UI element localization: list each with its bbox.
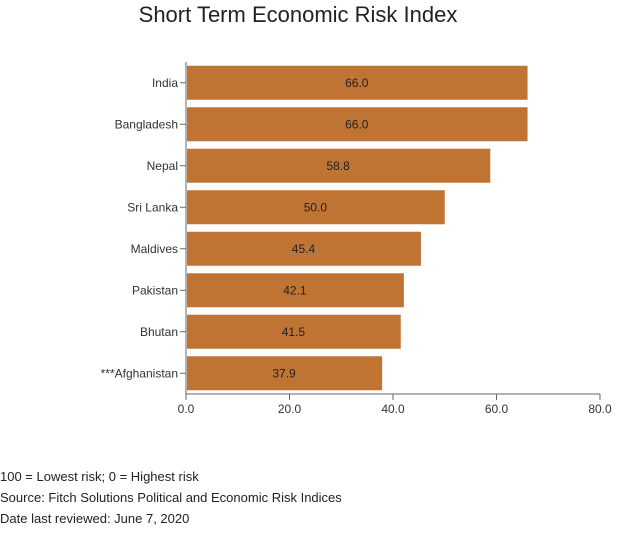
bar xyxy=(187,314,401,349)
value-label: 66.0 xyxy=(345,117,369,131)
x-tick-label: 0.0 xyxy=(178,402,195,416)
chart-title: Short Term Economic Risk Index xyxy=(138,2,458,27)
x-tick-label: 20.0 xyxy=(278,402,302,416)
x-tick-label: 60.0 xyxy=(485,402,509,416)
bar xyxy=(187,356,383,391)
category-label: ***Afghanistan xyxy=(101,366,178,380)
bar xyxy=(187,148,491,183)
bar xyxy=(187,65,528,100)
category-label: Pakistan xyxy=(132,283,178,297)
category-label: Nepal xyxy=(147,159,178,173)
value-label: 66.0 xyxy=(345,76,369,90)
category-label: Bhutan xyxy=(140,325,178,339)
bar xyxy=(187,231,421,266)
value-label: 50.0 xyxy=(304,200,328,214)
source-text: Fitch Solutions Political and Economic R… xyxy=(48,490,342,505)
category-label: Maldives xyxy=(131,242,178,256)
source-note: Source: Fitch Solutions Political and Ec… xyxy=(0,490,342,505)
x-tick-label: 40.0 xyxy=(381,402,405,416)
reviewed-note: Date last reviewed: June 7, 2020 xyxy=(0,511,190,526)
category-label: Sri Lanka xyxy=(127,200,178,214)
value-label: 58.8 xyxy=(326,159,350,173)
value-label: 45.4 xyxy=(292,242,316,256)
value-label: 42.1 xyxy=(283,283,307,297)
value-label: 37.9 xyxy=(272,366,296,380)
category-label: India xyxy=(152,76,178,90)
value-label: 41.5 xyxy=(282,325,306,339)
bar xyxy=(187,273,404,308)
x-tick-label: 80.0 xyxy=(588,402,612,416)
bar xyxy=(187,190,445,225)
category-label: Bangladesh xyxy=(115,117,178,131)
footnotes: 100 = Lowest risk; 0 = Highest risk Sour… xyxy=(0,466,342,529)
bar-chart: India 66.0 Bangladesh 66.0 Nepal 58.8 Sri Lank… xyxy=(101,62,612,416)
bar xyxy=(187,107,528,142)
scale-note: 100 = Lowest risk; 0 = Highest risk xyxy=(0,469,199,484)
